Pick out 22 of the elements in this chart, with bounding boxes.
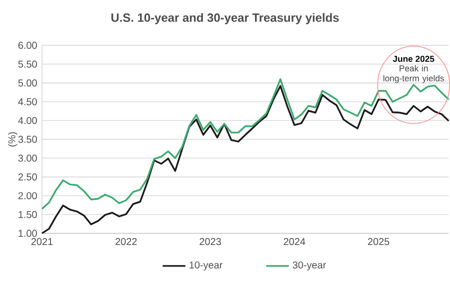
chart-title: U.S. 10-year and 30-year Treasury yields bbox=[111, 13, 339, 24]
annotation: Peak in long-term yields bbox=[383, 65, 444, 84]
x-tick-label: 2024 bbox=[284, 238, 306, 246]
y-tick-label: 3.50 bbox=[18, 136, 37, 143]
y-tick-label: 5.00 bbox=[18, 79, 37, 86]
y-tick-label: 2.50 bbox=[18, 173, 37, 180]
y-tick-label: 6.00 bbox=[18, 42, 37, 49]
y-axis-title: (%) bbox=[8, 132, 18, 146]
x-tick-label: 2021 bbox=[31, 238, 53, 246]
y-tick-label: 2.00 bbox=[18, 192, 37, 200]
x-tick-label: 2023 bbox=[200, 238, 221, 246]
y-tick-label: 1.00 bbox=[18, 230, 37, 237]
x-tick-label: 2022 bbox=[116, 238, 137, 246]
legend-label: 10-year bbox=[190, 261, 222, 270]
y-tick-label: 3.00 bbox=[18, 154, 37, 162]
annotation: June 2025 bbox=[392, 56, 434, 62]
x-tick-label: 2025 bbox=[368, 238, 390, 246]
y-tick-label: 1.50 bbox=[18, 211, 37, 218]
legend-label: 30-year bbox=[292, 261, 326, 270]
y-tick-label: 4.50 bbox=[18, 98, 37, 106]
y-tick-label: 5.50 bbox=[18, 60, 37, 68]
y-tick-label: 4.00 bbox=[18, 117, 37, 124]
